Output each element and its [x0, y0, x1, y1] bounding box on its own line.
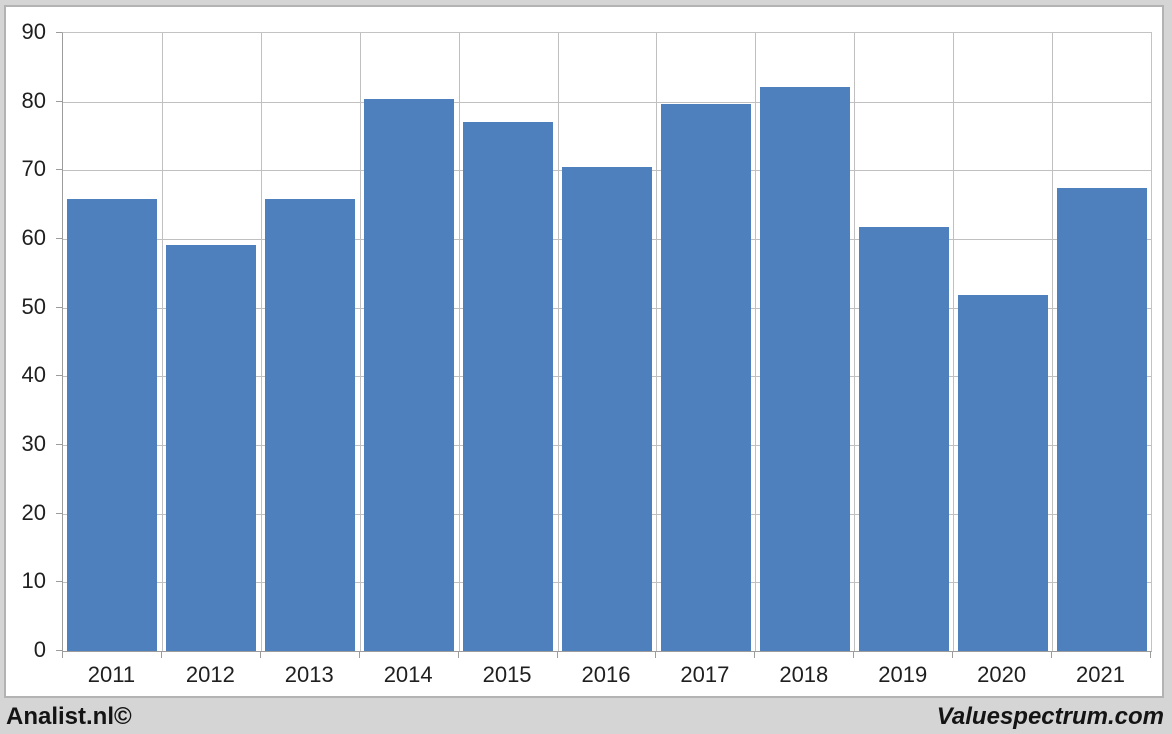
- bar-2015: [463, 122, 554, 651]
- y-tick-80: [56, 101, 62, 102]
- x-tick-3: [359, 651, 360, 658]
- x-tick-2: [260, 651, 261, 658]
- x-axis-label-2011: 2011: [87, 662, 136, 687]
- bar-2014: [364, 98, 455, 651]
- y-tick-10: [56, 581, 62, 582]
- y-tick-50: [56, 307, 62, 308]
- y-axis-label-30: 30: [21, 431, 46, 456]
- y-tick-40: [56, 375, 62, 376]
- x-tick-9: [952, 651, 953, 658]
- y-axis-label-10: 10: [21, 568, 46, 593]
- x-tick-7: [754, 651, 755, 658]
- x-axis-label-2021: 2021: [1076, 662, 1125, 687]
- x-axis-label-2014: 2014: [383, 662, 433, 687]
- y-tick-30: [56, 444, 62, 445]
- bar-2018: [759, 86, 850, 651]
- y-axis-label-70: 70: [21, 156, 46, 181]
- gridline-v-3: [360, 33, 361, 651]
- footer-bar: Analist.nl© Valuespectrum.com: [0, 702, 1172, 734]
- y-axis-label-60: 60: [21, 225, 46, 250]
- gridline-v-6: [656, 33, 657, 651]
- footer-brand-analist: Analist.nl©: [6, 703, 132, 730]
- x-axis-label-2017: 2017: [680, 662, 730, 687]
- y-tick-70: [56, 169, 62, 170]
- bar-2013: [265, 199, 356, 651]
- x-axis-label-2019: 2019: [878, 662, 928, 687]
- gridline-v-10: [1052, 33, 1053, 651]
- bar-2012: [166, 245, 257, 651]
- x-axis-label-2013: 2013: [284, 662, 334, 687]
- y-axis-label-40: 40: [21, 362, 46, 387]
- bar-2019: [858, 226, 949, 651]
- y-tick-60: [56, 238, 62, 239]
- bar-2016: [562, 166, 652, 651]
- x-axis-label-2018: 2018: [779, 662, 829, 687]
- x-tick-1: [161, 651, 162, 658]
- y-axis-label-90: 90: [21, 19, 46, 44]
- y-axis-label-50: 50: [21, 294, 46, 319]
- y-axis-label-0: 0: [33, 637, 46, 662]
- y-axis-label-20: 20: [21, 500, 46, 525]
- gridline-v-5: [558, 33, 559, 651]
- x-axis-label-2015: 2015: [482, 662, 532, 687]
- bar-2011: [67, 199, 158, 651]
- x-tick-5: [557, 651, 558, 658]
- x-tick-11: [1150, 651, 1151, 658]
- gridline-v-4: [459, 33, 460, 651]
- gridline-v-2: [261, 33, 262, 651]
- x-tick-4: [458, 651, 459, 658]
- gridline-v-7: [755, 33, 756, 651]
- plot-area: [62, 32, 1152, 652]
- x-tick-0: [62, 651, 63, 658]
- gridline-v-9: [953, 33, 954, 651]
- bar-2021: [1056, 188, 1147, 651]
- bar-2020: [957, 294, 1048, 651]
- y-tick-0: [56, 650, 62, 651]
- gridline-v-1: [162, 33, 163, 651]
- x-tick-8: [853, 651, 854, 658]
- y-tick-20: [56, 513, 62, 514]
- x-axis-label-2016: 2016: [581, 662, 631, 687]
- x-tick-6: [655, 651, 656, 658]
- gridline-v-8: [854, 33, 855, 651]
- footer-brand-valuespectrum: Valuespectrum.com: [936, 703, 1164, 730]
- y-tick-90: [56, 32, 62, 33]
- y-axis-label-80: 80: [21, 88, 46, 113]
- x-axis-label-2012: 2012: [185, 662, 235, 687]
- gridline-h-80: [63, 101, 1151, 103]
- bar-2017: [660, 103, 751, 651]
- x-axis-label-2020: 2020: [977, 662, 1027, 687]
- x-tick-10: [1051, 651, 1052, 658]
